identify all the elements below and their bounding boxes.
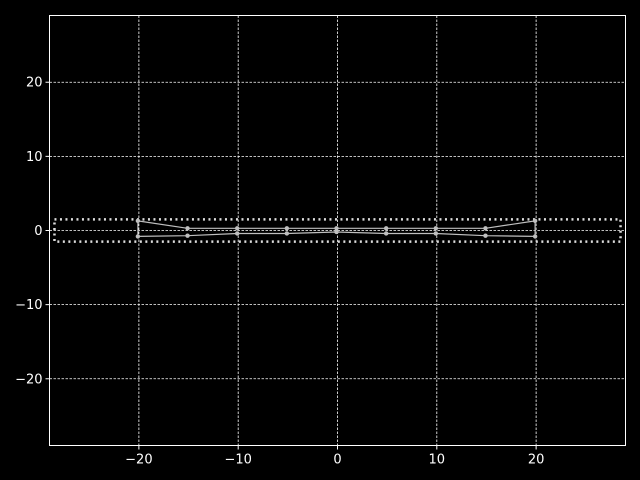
series-0-point [135, 218, 141, 224]
series-1-point [234, 231, 240, 236]
x-tick-label: 10 [429, 453, 446, 468]
y-axis-ticks: −20 −10 0 10 20 [15, 76, 50, 387]
x-tick-label: −20 [125, 453, 152, 468]
series-1-point [433, 231, 439, 236]
y-tick-label: −20 [15, 372, 42, 387]
series-1-point [185, 233, 190, 238]
series-1-point [334, 229, 339, 235]
y-tick-label: −10 [15, 298, 42, 313]
series-0-point [234, 226, 240, 231]
x-tick-label: 20 [528, 453, 545, 468]
series-0-point [284, 226, 290, 231]
series-0-point [334, 226, 339, 231]
y-tick-label: 10 [26, 150, 43, 165]
series-1-point [135, 234, 141, 239]
series-0-point [433, 226, 439, 231]
x-axis-ticks: −20 −10 0 10 20 [125, 445, 545, 468]
series-0-point [383, 226, 389, 231]
series-group [135, 218, 538, 239]
series-0-point [532, 218, 538, 224]
series-0-point [185, 226, 190, 231]
series-1-point [383, 231, 389, 236]
grid-lines [49, 15, 626, 446]
series-1-point [483, 233, 488, 238]
x-tick-label: −10 [224, 453, 251, 468]
x-tick-label: 0 [333, 453, 341, 468]
series-1-point [284, 231, 290, 236]
series-0-point [483, 226, 488, 231]
series-1-point [532, 234, 538, 239]
y-tick-label: 0 [34, 224, 42, 239]
y-tick-label: 20 [26, 76, 43, 91]
